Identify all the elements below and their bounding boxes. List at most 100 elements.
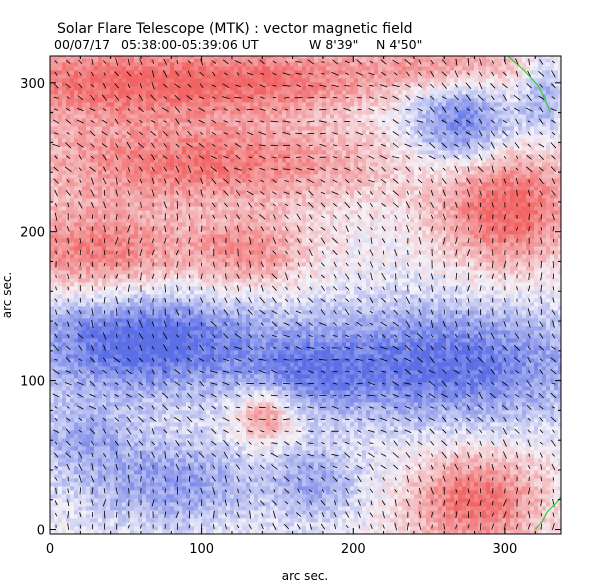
field-cell (406, 430, 411, 435)
field-cell (82, 442, 87, 447)
field-cell (250, 422, 255, 427)
field-cell (426, 426, 431, 431)
field-cell (310, 510, 315, 515)
field-cell (422, 502, 427, 507)
field-cell (398, 498, 403, 503)
field-cell (74, 402, 79, 407)
field-cell (150, 398, 155, 403)
field-cell (462, 454, 467, 459)
field-cell (526, 454, 531, 459)
field-cell (482, 378, 487, 383)
field-cell (170, 406, 175, 411)
field-cell (186, 478, 191, 483)
field-cell (482, 474, 487, 479)
field-cell (54, 442, 59, 447)
field-cell (266, 478, 271, 483)
field-cell (318, 442, 323, 447)
field-cell (70, 466, 75, 471)
field-cell (226, 530, 231, 534)
field-cell (118, 530, 123, 534)
field-cell (170, 482, 175, 487)
field-cell (378, 430, 383, 435)
field-cell (162, 470, 167, 475)
field-cell (478, 462, 483, 467)
field-cell (454, 486, 459, 491)
field-cell (538, 478, 543, 483)
field-cell (554, 518, 559, 523)
field-cell (194, 478, 199, 483)
field-cell (454, 410, 459, 415)
field-cell (342, 514, 347, 519)
field-cell (150, 498, 155, 503)
field-cell (426, 490, 431, 495)
field-cell (54, 378, 59, 383)
field-cell (366, 530, 371, 534)
field-cell (498, 398, 503, 403)
field-cell (326, 454, 331, 459)
field-cell (150, 418, 155, 423)
field-cell (78, 398, 83, 403)
field-cell (190, 494, 195, 499)
field-cell (270, 514, 275, 519)
field-cell (190, 498, 195, 503)
field-cell (438, 402, 443, 407)
field-cell (334, 446, 339, 451)
field-cell (322, 530, 327, 534)
field-cell (434, 382, 439, 387)
field-cell (270, 426, 275, 431)
field-cell (458, 466, 463, 471)
field-cell (446, 430, 451, 435)
field-cell (214, 494, 219, 499)
field-cell (218, 390, 223, 395)
field-cell (390, 438, 395, 443)
field-cell (338, 406, 343, 411)
field-cell (70, 530, 75, 534)
field-cell (102, 474, 107, 479)
field-cell (470, 482, 475, 487)
field-cell (50, 518, 55, 523)
field-cell (522, 442, 527, 447)
field-cell (278, 418, 283, 423)
field-cell (142, 378, 147, 383)
field-cell (426, 518, 431, 523)
field-cell (474, 446, 479, 451)
field-cell (90, 482, 95, 487)
field-cell (414, 450, 419, 455)
field-cell (414, 494, 419, 499)
field-cell (118, 402, 123, 407)
field-cell (346, 530, 351, 534)
field-cell (266, 494, 271, 499)
field-cell (374, 382, 379, 387)
field-cell (494, 518, 499, 523)
field-cell (254, 462, 259, 467)
field-cell (454, 526, 459, 531)
field-cell (434, 386, 439, 391)
field-cell (218, 402, 223, 407)
field-cell (318, 462, 323, 467)
field-cell (382, 426, 387, 431)
field-cell (442, 446, 447, 451)
field-cell (534, 450, 539, 455)
field-cell (510, 442, 515, 447)
field-cell (266, 450, 271, 455)
field-cell (350, 482, 355, 487)
field-cell (402, 422, 407, 427)
field-cell (474, 386, 479, 391)
field-cell (298, 486, 303, 491)
field-cell (50, 426, 55, 431)
field-cell (270, 498, 275, 503)
field-cell (358, 474, 363, 479)
field-cell (202, 502, 207, 507)
field-cell (370, 470, 375, 475)
field-cell (318, 454, 323, 459)
field-cell (158, 482, 163, 487)
field-cell (366, 414, 371, 419)
field-cell (550, 446, 555, 451)
field-cell (106, 378, 111, 383)
field-cell (190, 530, 195, 534)
field-cell (486, 386, 491, 391)
field-cell (110, 510, 115, 515)
field-cell (210, 530, 215, 534)
field-cell (302, 530, 307, 534)
field-cell (54, 438, 59, 443)
